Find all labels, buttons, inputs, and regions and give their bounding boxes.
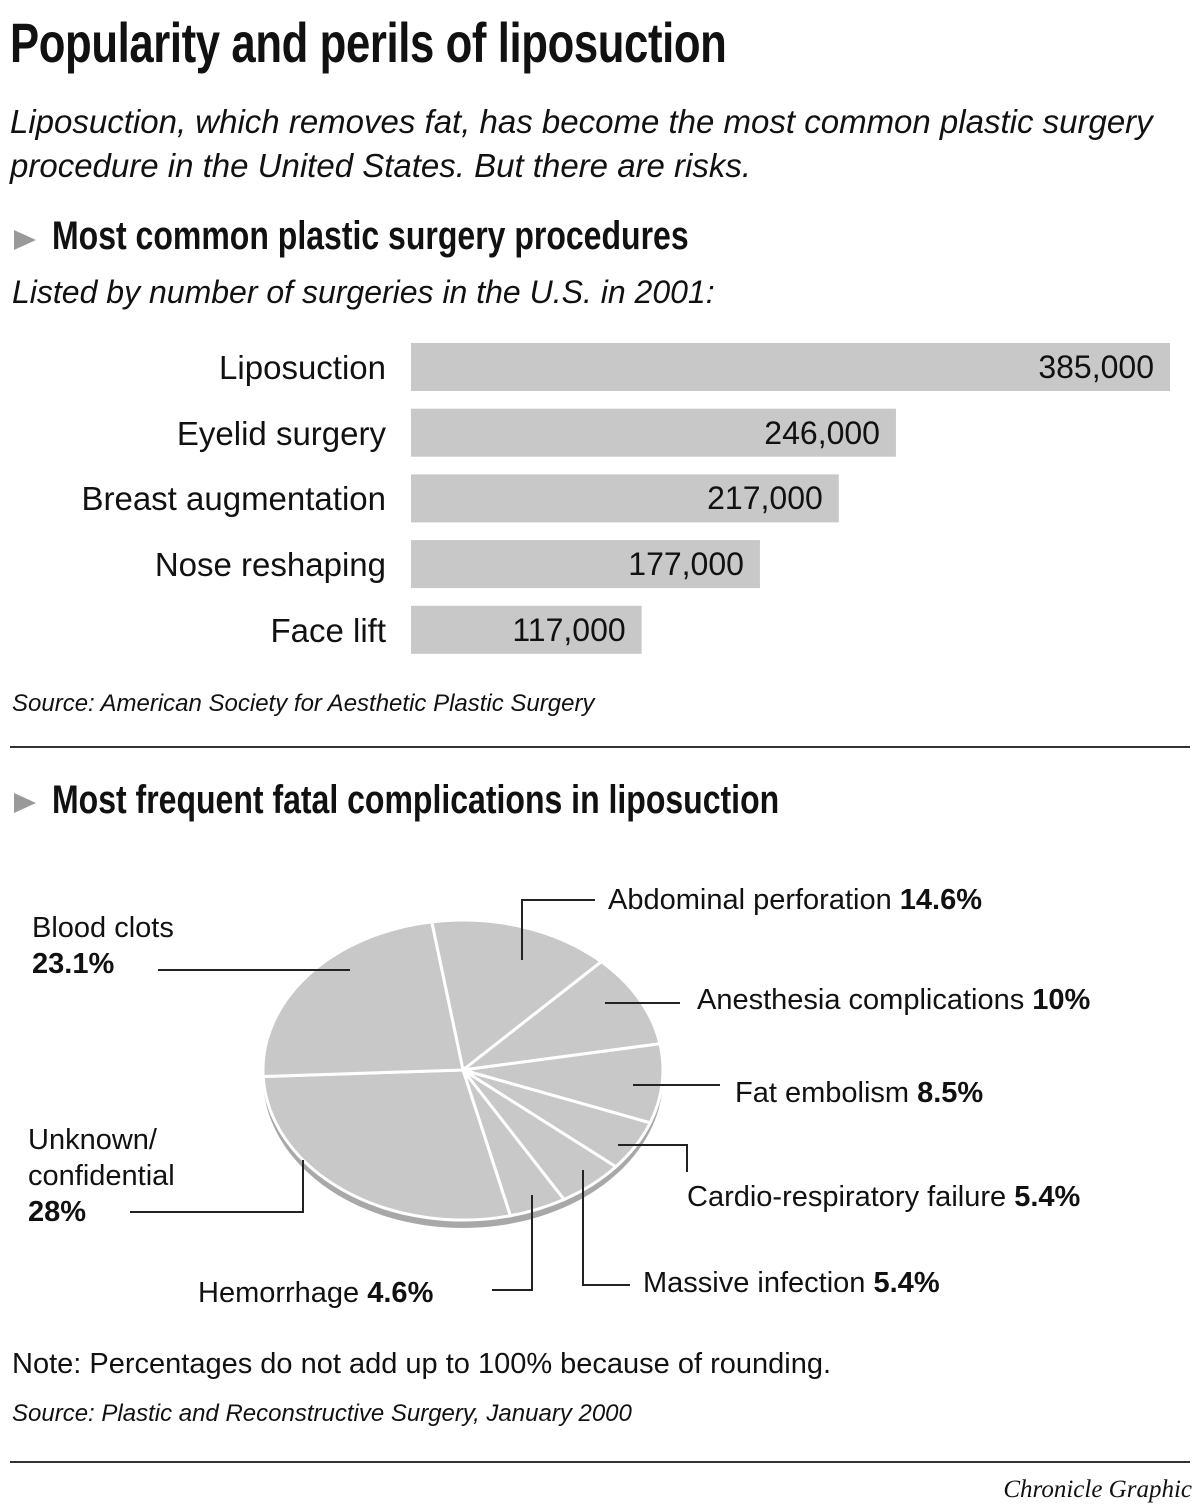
bar	[411, 343, 1170, 391]
slice-value: 5.4%	[1014, 1181, 1081, 1213]
category-label: Breast augmentation	[81, 480, 386, 518]
slice-name: Cardio-respiratory failure	[687, 1181, 1007, 1213]
credit: Chronicle Graphic	[1003, 1476, 1192, 1503]
leader-line	[618, 1144, 688, 1172]
slice-name: Anesthesia complications	[697, 984, 1025, 1016]
pie-slice	[462, 1042, 665, 1125]
slice-name: Blood clots	[32, 912, 174, 944]
slice-label: Cardio-respiratory failure 5.4%	[687, 1179, 1080, 1215]
leader-line	[130, 1160, 304, 1213]
slice-label: Anesthesia complications 10%	[697, 982, 1090, 1018]
bar	[411, 474, 839, 523]
slice-value: 4.6%	[367, 1277, 434, 1309]
bar-source: Source: American Society for Aesthetic P…	[12, 690, 595, 717]
pie-slice	[261, 1068, 513, 1222]
slice-name: Fat embolism	[735, 1077, 910, 1109]
value-label: 385,000	[1038, 349, 1154, 385]
category-label: Eyelid surgery	[176, 414, 386, 452]
slice-label: Unknown/ confidential 28%	[28, 1122, 218, 1230]
slice-label: Blood clots 23.1%	[32, 910, 232, 982]
slice-value: 10%	[1032, 984, 1091, 1016]
slice-name: Massive infection	[643, 1267, 866, 1299]
value-label: 117,000	[512, 611, 626, 648]
bar	[411, 540, 760, 589]
value-label: 246,000	[764, 414, 880, 451]
slice-label: Massive infection 5.4%	[643, 1265, 940, 1301]
pie-slice	[457, 959, 662, 1073]
pie-title: Most frequent fatal complications in lip…	[52, 778, 780, 822]
bar	[411, 605, 642, 654]
bar-title: Most common plastic surgery procedures	[52, 214, 689, 258]
pie-slice	[261, 920, 465, 1079]
slice-label: Fat embolism 8.5%	[735, 1075, 983, 1111]
pie-note: Note: Percentages do not add up to 100% …	[12, 1348, 832, 1380]
leader-line	[582, 1170, 630, 1286]
bar-subtitle: Listed by number of surgeries in the U.S…	[12, 274, 715, 310]
slice-label: Hemorrhage 4.6%	[198, 1275, 433, 1311]
slice-name: Unknown/ confidential	[28, 1124, 175, 1192]
heading-marker	[14, 230, 36, 250]
slice-name: Hemorrhage	[198, 1277, 360, 1309]
subtitle: Liposuction, which removes fat, has beco…	[10, 103, 1153, 184]
slice-label: Abdominal perforation 14.6%	[608, 882, 982, 918]
slice-value: 5.4%	[873, 1267, 940, 1299]
heading-marker	[14, 793, 36, 813]
title: Popularity and perils of liposuction	[10, 11, 727, 74]
bar	[411, 408, 896, 457]
slice-name: Abdominal perforation	[608, 884, 892, 916]
value-label: 217,000	[707, 480, 823, 517]
leader-line	[521, 899, 595, 960]
slice-value: 23.1%	[32, 948, 115, 980]
leader-line	[492, 1195, 533, 1291]
category-label: Liposuction	[219, 349, 386, 386]
category-label: Face lift	[270, 611, 386, 649]
value-label: 177,000	[628, 546, 744, 583]
pie-source: Source: Plastic and Reconstructive Surge…	[12, 1400, 632, 1427]
slice-value: 8.5%	[917, 1077, 984, 1109]
slice-value: 28%	[28, 1196, 87, 1228]
slice-value: 14.6%	[899, 884, 983, 916]
category-label: Nose reshaping	[154, 546, 386, 584]
